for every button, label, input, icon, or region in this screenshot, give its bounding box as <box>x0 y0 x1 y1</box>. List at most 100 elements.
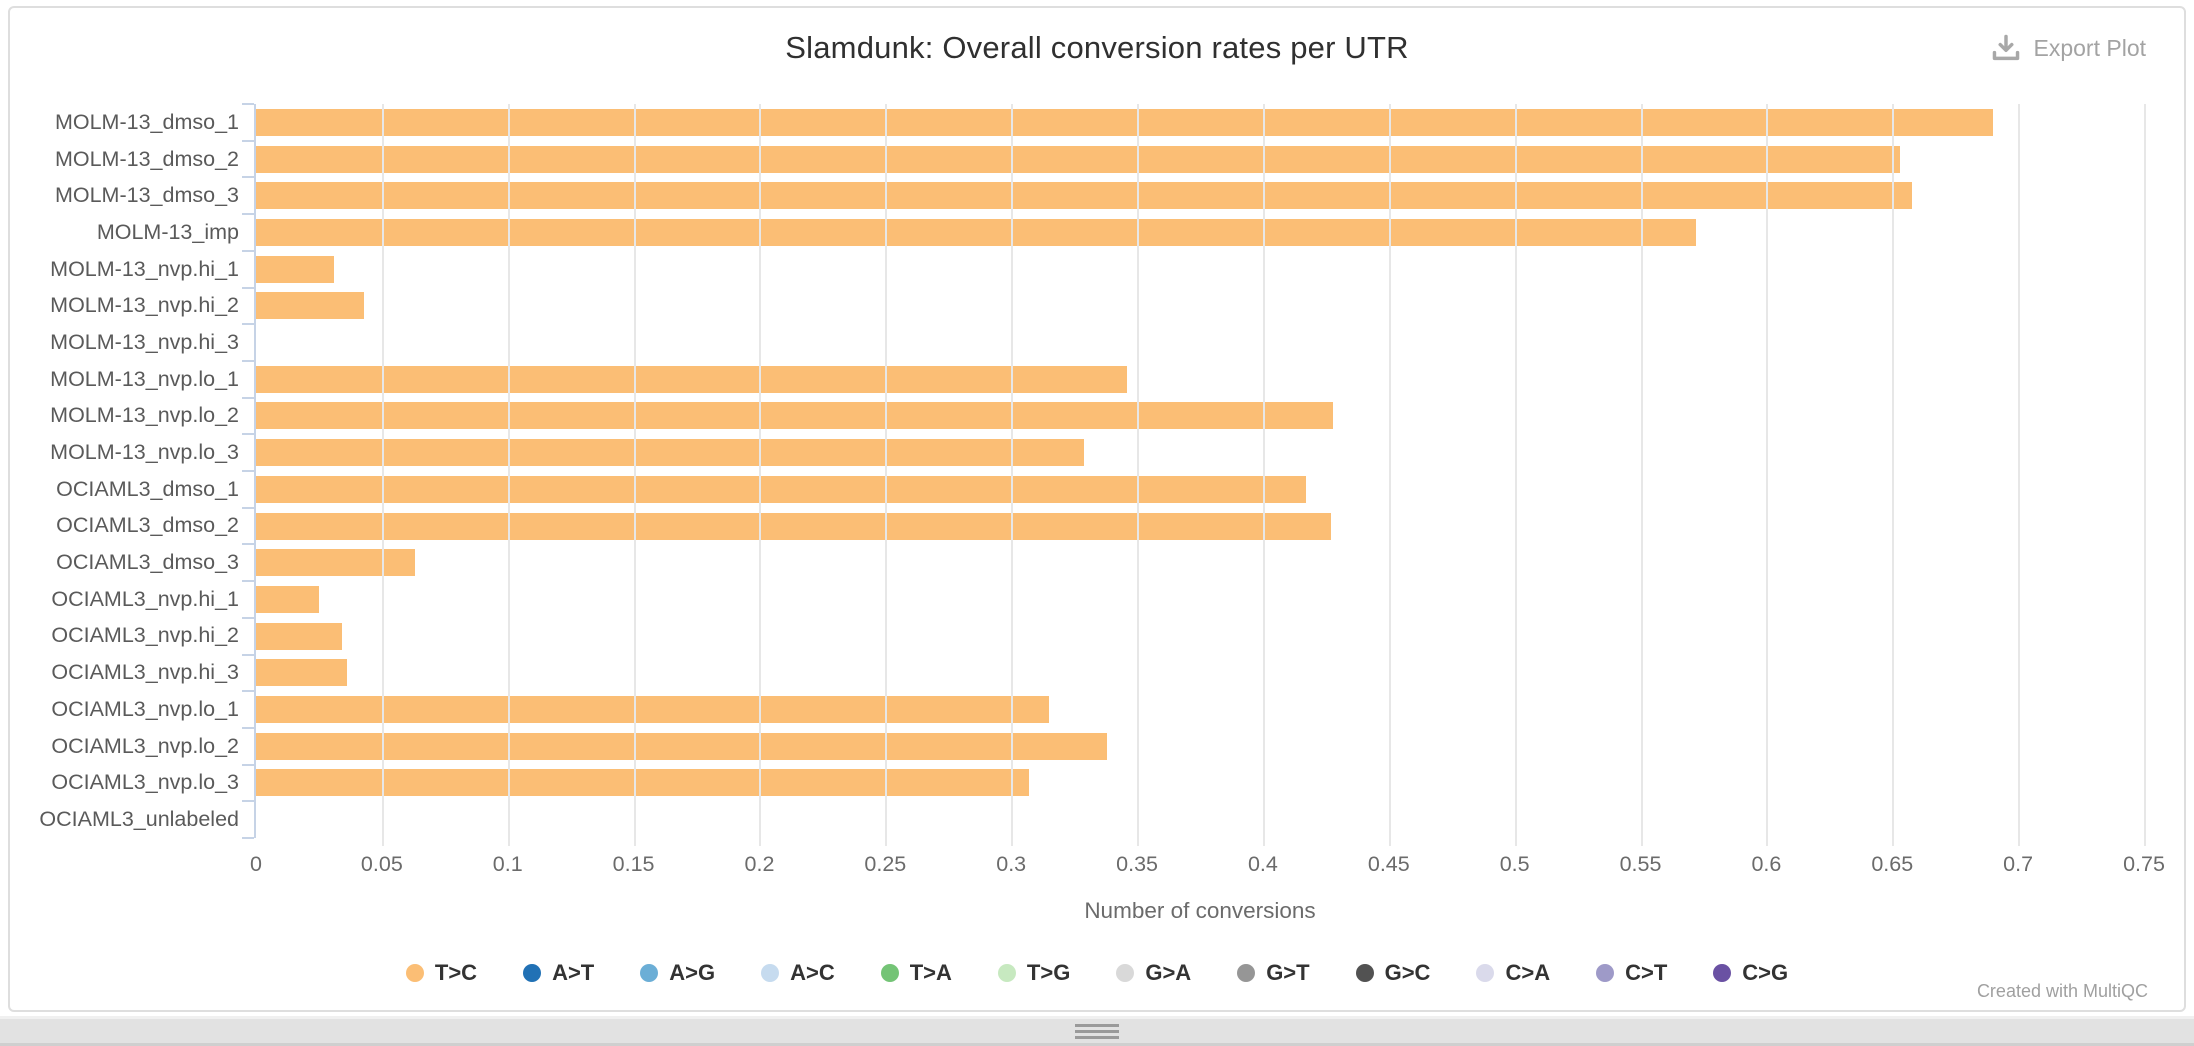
y-axis-tick <box>242 543 254 546</box>
legend-swatch-icon <box>523 964 542 982</box>
resize-handle[interactable] <box>0 1016 2194 1046</box>
bar[interactable] <box>256 512 1331 540</box>
table-row <box>256 728 2144 765</box>
bar[interactable] <box>256 145 1900 173</box>
chart-card: Slamdunk: Overall conversion rates per U… <box>8 6 2186 1012</box>
bar[interactable] <box>256 659 347 687</box>
bar[interactable] <box>256 365 1127 393</box>
x-axis-tick-label: 0.05 <box>360 852 403 876</box>
legend-item[interactable]: A>C <box>761 960 835 986</box>
table-row <box>256 471 2144 508</box>
y-axis-tick <box>242 433 254 436</box>
y-axis-tick <box>242 580 254 583</box>
table-row <box>256 691 2144 728</box>
table-row <box>256 104 2144 141</box>
legend-item[interactable]: C>T <box>1596 960 1667 986</box>
bar[interactable] <box>256 292 365 320</box>
y-axis-tick <box>242 470 254 472</box>
legend-swatch-icon <box>880 964 899 982</box>
legend-swatch-icon <box>997 964 1016 982</box>
legend-item[interactable]: C>A <box>1476 960 1550 986</box>
table-row <box>256 214 2144 251</box>
x-axis-tick-label: 0.7 <box>2003 852 2034 876</box>
gridline <box>759 104 762 846</box>
table-row <box>256 288 2144 325</box>
table-row <box>256 655 2144 692</box>
table-row <box>256 398 2144 435</box>
x-axis-tick-label: 0.65 <box>1871 852 1914 876</box>
bar[interactable] <box>256 108 1993 136</box>
legend-item[interactable]: T>G <box>997 960 1071 986</box>
y-axis-labels: MOLM-13_dmso_1 MOLM-13_dmso_2 MOLM-13_dmso… <box>10 104 254 838</box>
table-row <box>256 765 2144 802</box>
category-label: MOLM-13_dmso_2 <box>54 146 239 171</box>
legend-item[interactable]: A>G <box>640 960 715 986</box>
gridline <box>1640 104 1643 846</box>
y-axis-tick <box>242 139 254 142</box>
y-axis-tick <box>242 690 254 693</box>
legend-label: C>T <box>1625 960 1668 985</box>
category-label: OCIAML3_nvp.hi_2 <box>51 623 239 648</box>
table-row <box>256 618 2144 655</box>
bar[interactable] <box>256 218 1696 246</box>
bar[interactable] <box>256 732 1107 760</box>
legend-label: C>G <box>1742 960 1789 985</box>
category-label: MOLM-13_imp <box>96 219 239 244</box>
legend-item[interactable]: G>C <box>1355 960 1431 986</box>
legend: T>C A>T A>G A>C T>A T>G G>A G>T G>C C>A C>T C>G <box>10 960 2184 986</box>
bar[interactable] <box>256 622 342 650</box>
legend-swatch-icon <box>1237 964 1256 982</box>
x-axis-tick-label: 0 <box>250 852 262 876</box>
category-label: OCIAML3_nvp.lo_1 <box>51 696 239 721</box>
x-axis-tick-label: 0.55 <box>1619 852 1662 876</box>
legend-item[interactable]: G>A <box>1116 960 1191 986</box>
gridline <box>1766 104 1769 846</box>
bar[interactable] <box>256 182 1913 210</box>
export-plot-label: Export Plot <box>2033 34 2147 61</box>
table-row <box>256 141 2144 178</box>
y-axis-tick <box>242 800 254 803</box>
x-axis-tick-label: 0.35 <box>1116 852 1158 876</box>
x-axis-tick-label: 0.45 <box>1367 852 1410 876</box>
bar[interactable] <box>256 402 1334 430</box>
chart-header: Slamdunk: Overall conversion rates per U… <box>10 8 2184 82</box>
y-axis-tick <box>242 726 254 729</box>
category-label: MOLM-13_nvp.lo_3 <box>50 440 239 465</box>
x-axis-tick-label: 0.15 <box>612 852 655 876</box>
category-label: OCIAML3_dmso_1 <box>56 476 239 501</box>
category-label: MOLM-13_dmso_1 <box>54 109 239 134</box>
gridline <box>381 104 384 846</box>
bar[interactable] <box>256 255 335 283</box>
bar[interactable] <box>256 439 1085 467</box>
legend-label: G>T <box>1266 960 1310 985</box>
bar[interactable] <box>256 769 1029 797</box>
gridline <box>507 104 510 846</box>
legend-item[interactable]: G>T <box>1237 960 1310 986</box>
legend-item[interactable]: C>G <box>1713 960 1788 986</box>
table-row <box>256 508 2144 545</box>
gridline <box>1262 104 1265 846</box>
bar[interactable] <box>256 549 415 577</box>
legend-label: G>C <box>1384 960 1431 985</box>
legend-item[interactable]: T>A <box>880 960 952 986</box>
category-label: MOLM-13_nvp.lo_1 <box>50 366 239 391</box>
legend-label: T>G <box>1026 960 1071 985</box>
bar[interactable] <box>256 585 319 613</box>
download-icon <box>1991 34 2021 62</box>
table-row <box>256 434 2144 471</box>
legend-item[interactable]: A>T <box>523 960 594 986</box>
y-axis-tick <box>242 323 254 326</box>
x-axis-tick-label: 0.75 <box>2123 852 2165 876</box>
bar-chart: MOLM-13_dmso_1 MOLM-13_dmso_2 MOLM-13_dmso… <box>10 103 2184 923</box>
y-axis-tick <box>242 213 254 216</box>
table-row <box>256 581 2144 618</box>
category-label: MOLM-13_nvp.hi_2 <box>50 293 239 318</box>
chart-title: Slamdunk: Overall conversion rates per U… <box>785 30 1409 65</box>
y-axis-tick <box>242 103 254 105</box>
export-plot-button[interactable]: Export Plot <box>1991 34 2147 62</box>
bar[interactable] <box>256 696 1049 724</box>
legend-item[interactable]: T>C <box>405 960 477 986</box>
bar[interactable] <box>256 475 1306 503</box>
table-row <box>256 544 2144 581</box>
